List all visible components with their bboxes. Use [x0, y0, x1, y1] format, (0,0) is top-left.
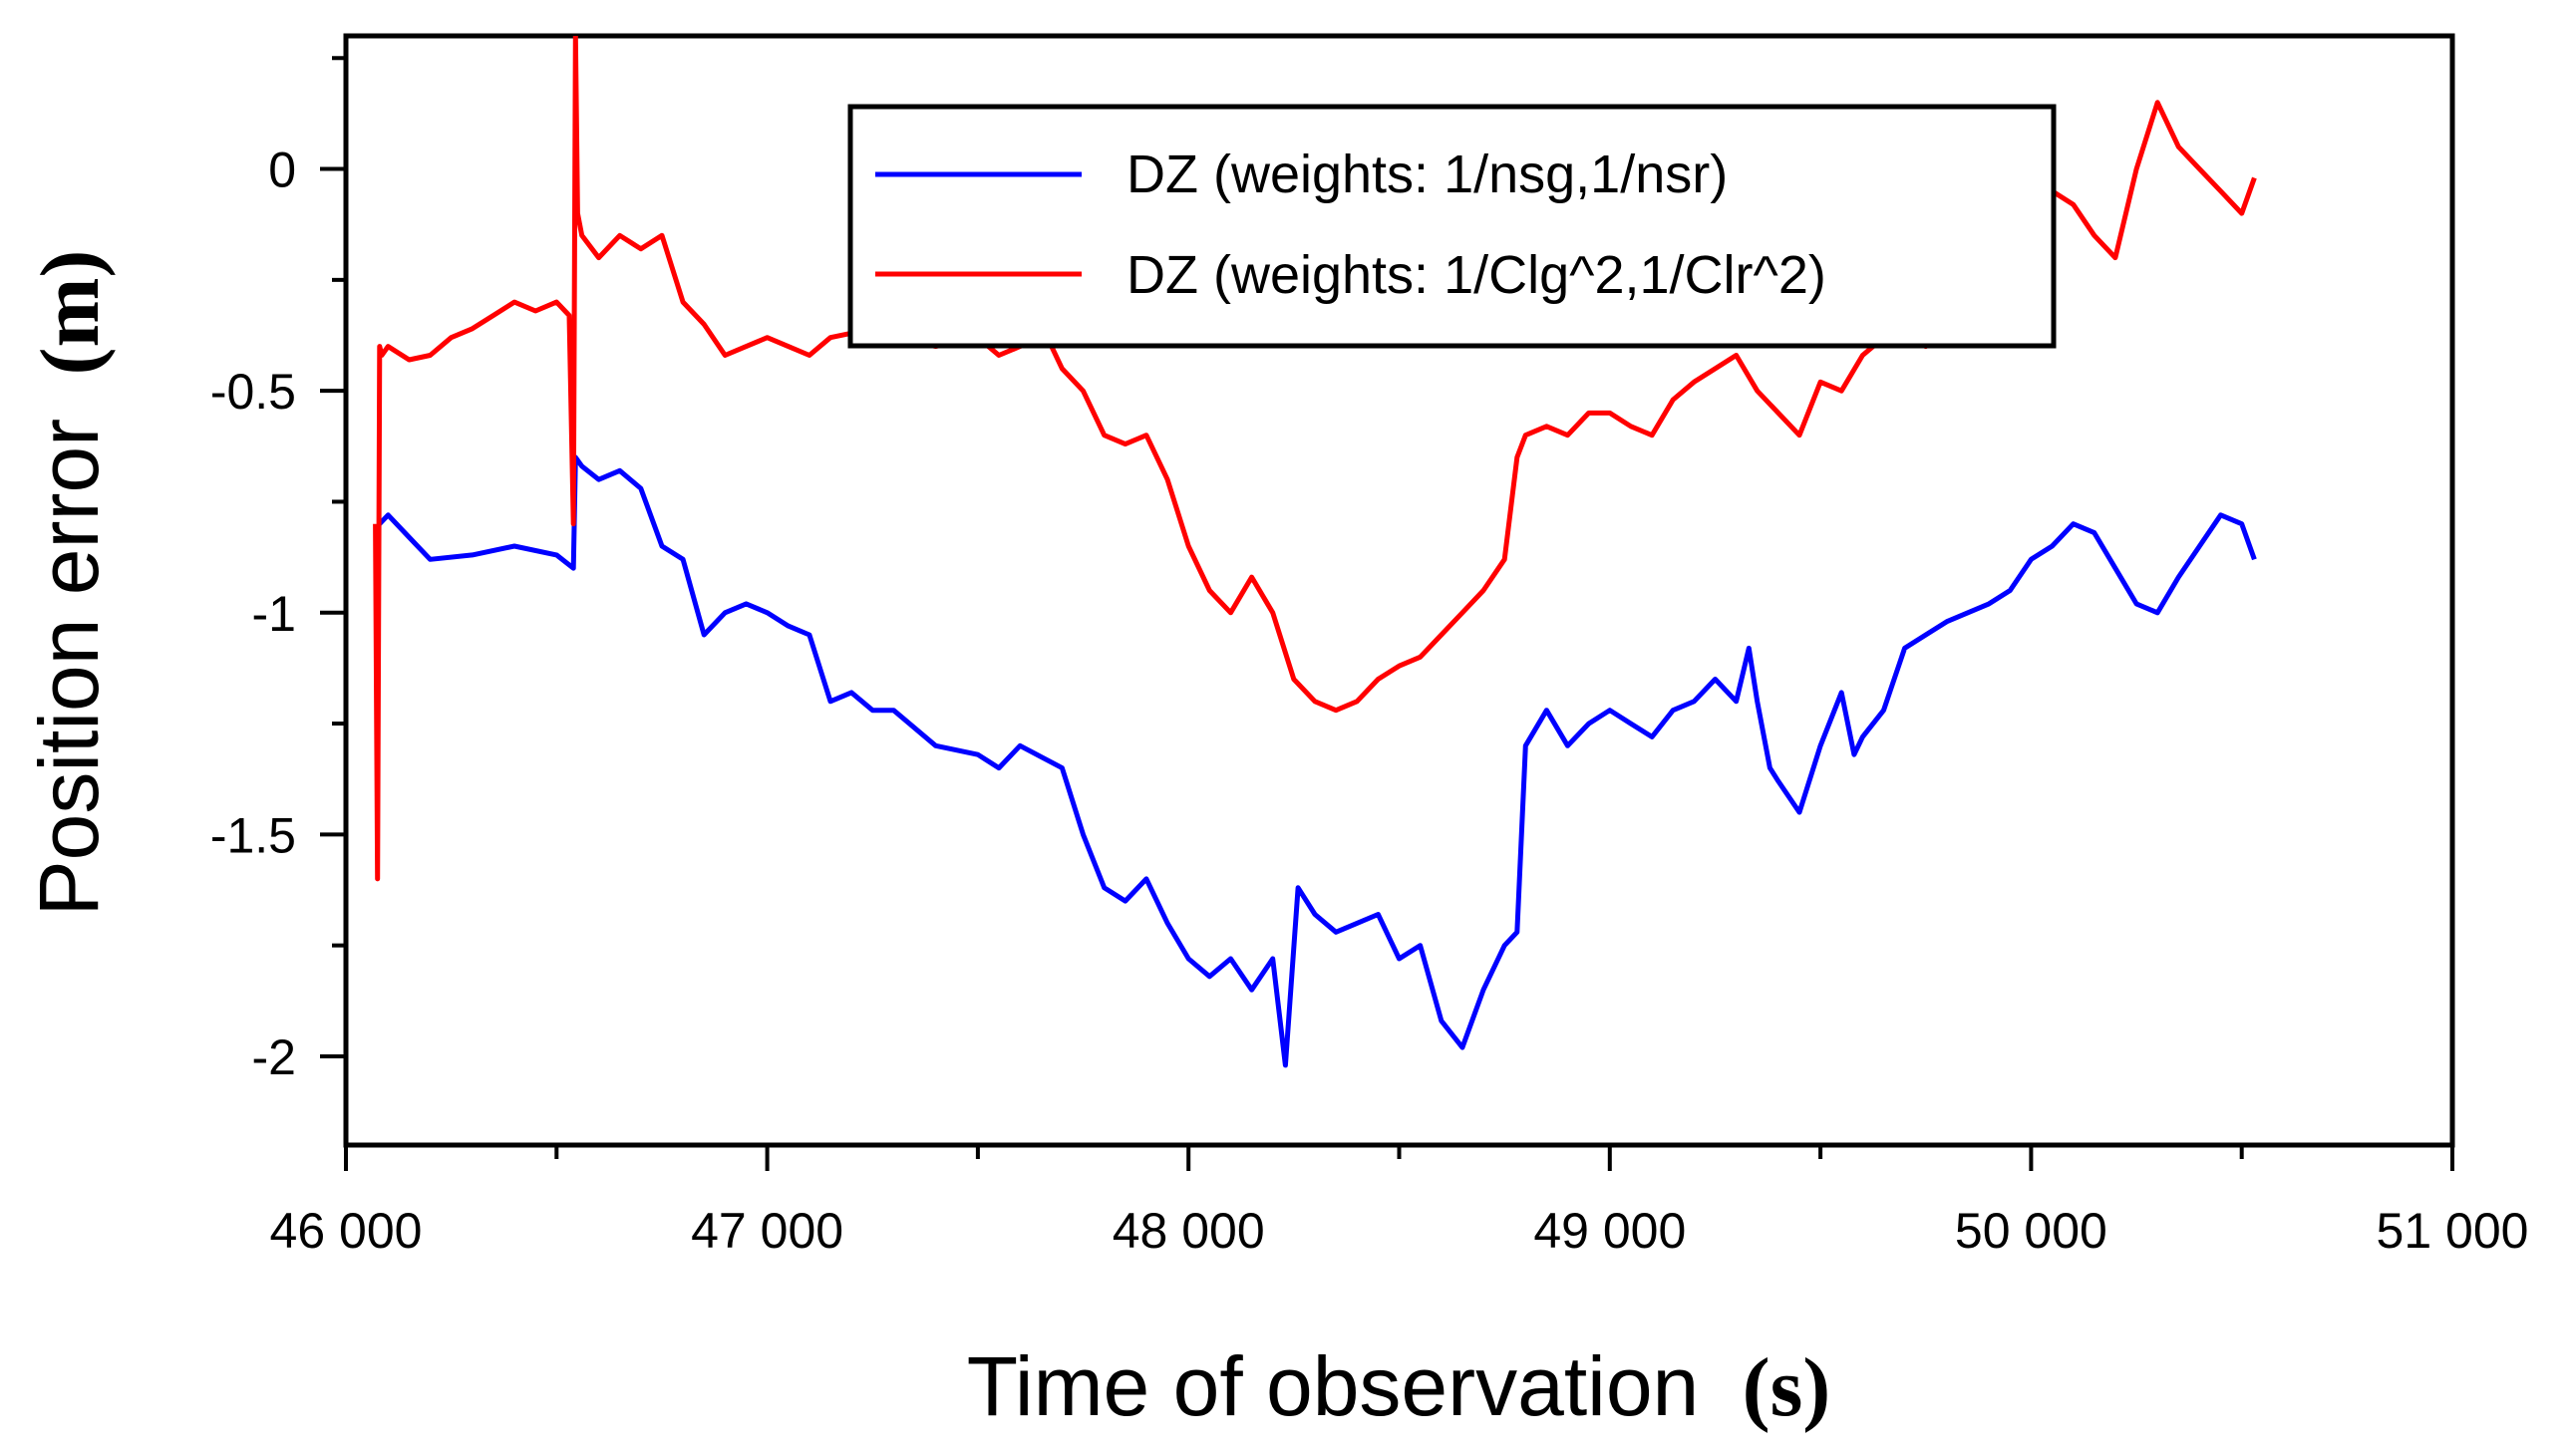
- x-axis-ticks: 46 000 47 000 48 000 49 000 50 000 51 000: [270, 1145, 2529, 1259]
- x-axis-title-unit: (s): [1743, 1341, 1831, 1434]
- x-tick-label: 49 000: [1533, 1203, 1686, 1259]
- x-tick-label: 48 000: [1113, 1203, 1265, 1259]
- y-axis-title: Position error (m): [22, 250, 117, 917]
- y-tick-label: 0: [268, 143, 296, 198]
- legend-label-series-2: DZ (weights: 1/Clg^2,1/Clr^2): [1127, 245, 1826, 305]
- legend: DZ (weights: 1/nsg,1/nsr) DZ (weights: 1…: [847, 104, 2057, 349]
- y-axis-ticks: 0 -0.5 -1 -1.5 -2: [210, 56, 346, 1085]
- y-tick-label: -1: [252, 586, 296, 642]
- x-axis-title: Time of observation (s): [967, 1339, 1831, 1434]
- series-line-1: [377, 454, 2257, 1068]
- y-tick-label: -1.5: [210, 807, 296, 863]
- x-tick-label: 50 000: [1955, 1203, 2107, 1259]
- x-axis-title-text: Time of observation: [967, 1339, 1700, 1433]
- y-tick-label: -0.5: [210, 364, 296, 420]
- y-axis-title-unit: (m): [24, 250, 117, 376]
- y-tick-label: -2: [252, 1029, 296, 1085]
- x-tick-label: 51 000: [2377, 1203, 2529, 1259]
- x-tick-label: 46 000: [270, 1203, 423, 1259]
- legend-box: [847, 104, 2057, 349]
- x-tick-label: 47 000: [691, 1203, 843, 1259]
- y-axis-title-text: Position error: [22, 419, 116, 917]
- legend-label-series-1: DZ (weights: 1/nsg,1/nsr): [1127, 145, 1728, 204]
